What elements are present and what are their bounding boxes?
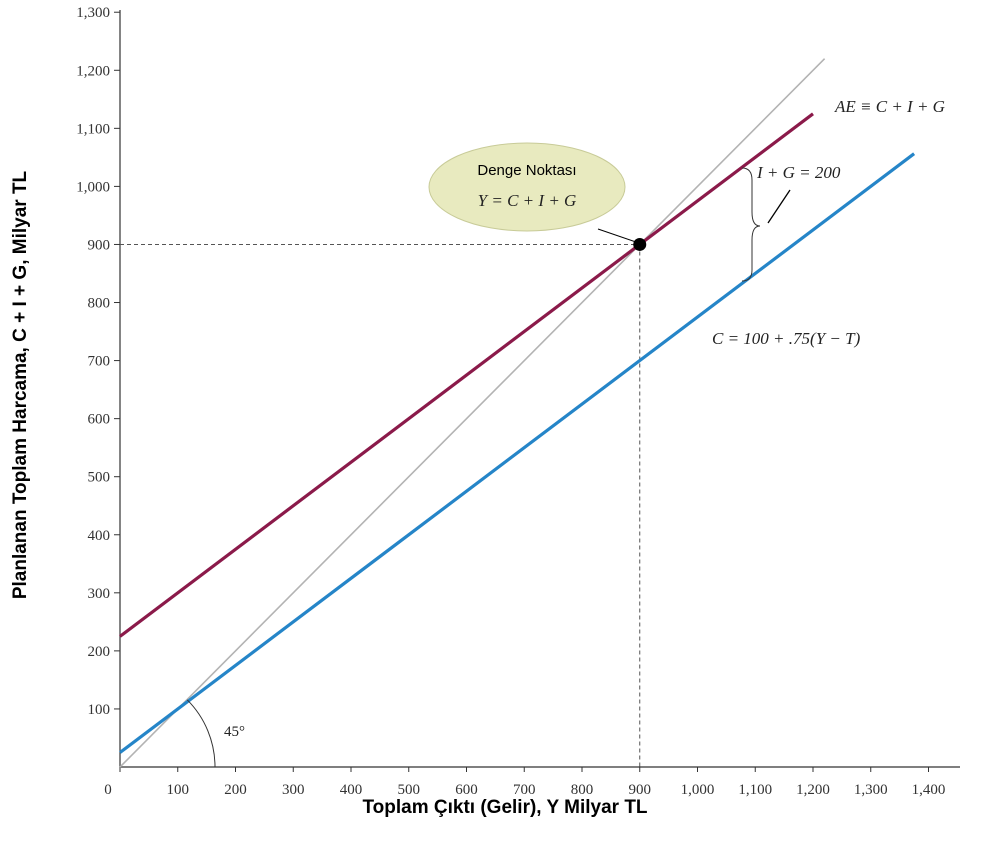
x-tick-label: 0 xyxy=(104,782,112,798)
ig-brace-path xyxy=(741,167,761,282)
y-tick-label: 100 xyxy=(88,702,111,718)
y-tick-label: 900 xyxy=(88,237,111,253)
y-axis-title: Planlanan Toplam Harcama, C + I + G, Mil… xyxy=(10,170,31,599)
y-ticks: 100 200 300 400 500 600 700 800 900 1,000 1,100 1,2… xyxy=(76,5,120,718)
y-tick-label: 700 xyxy=(88,354,111,370)
y-tick-label: 300 xyxy=(88,586,111,602)
x-tick-label: 700 xyxy=(513,782,536,798)
ig-label: I + G = 200 xyxy=(756,163,841,182)
x-axis-title: Toplam Çıktı (Gelir), Y Milyar TL xyxy=(362,797,647,818)
x-tick-label: 200 xyxy=(224,782,247,798)
x-tick-label: 900 xyxy=(629,782,652,798)
x-tick-label: 1,300 xyxy=(854,782,888,798)
y-tick-label: 600 xyxy=(88,412,111,428)
x-tick-label: 1,400 xyxy=(912,782,946,798)
bubble-title: Denge Noktası xyxy=(477,162,576,179)
x-ticks: 0 100 200 300 400 500 600 700 800 900 1,000 1,100 1,… xyxy=(104,767,945,798)
series-lines xyxy=(119,58,916,768)
equilibrium-guides xyxy=(120,243,641,767)
bubble-pointer xyxy=(597,228,637,243)
x-tick-label: 800 xyxy=(571,782,594,798)
y-tick-label: 400 xyxy=(88,528,111,544)
ae-line xyxy=(119,112,814,638)
x-tick-label: 1,200 xyxy=(796,782,830,798)
ig-brace xyxy=(741,167,791,282)
ig-leader xyxy=(767,189,791,224)
equilibrium-bubble: Denge Noktası Y = C + I + G xyxy=(428,142,637,243)
c-label: C = 100 + .75(Y − T) xyxy=(712,329,861,348)
y-tick-label: 1,100 xyxy=(76,121,110,137)
y-tick-label: 1,000 xyxy=(76,179,110,195)
y-tick-label: 1,200 xyxy=(76,63,110,79)
x-tick-label: 300 xyxy=(282,782,305,798)
x-tick-label: 400 xyxy=(340,782,363,798)
y-tick-label: 500 xyxy=(88,470,111,486)
angle-45-arc xyxy=(186,699,216,768)
x-tick-label: 1,100 xyxy=(738,782,772,798)
x-tick-label: 600 xyxy=(455,782,478,798)
axes xyxy=(119,10,960,768)
ae-label: AE ≡ C + I + G xyxy=(834,97,945,116)
y-tick-label: 1,300 xyxy=(76,5,110,21)
x-tick-label: 1,000 xyxy=(681,782,715,798)
y-tick-label: 800 xyxy=(88,296,111,312)
x-tick-label: 100 xyxy=(167,782,190,798)
forty-five-degree-line xyxy=(119,58,826,768)
equilibrium-point xyxy=(633,237,647,251)
consumption-line xyxy=(119,152,916,754)
angle-45-label: 45° xyxy=(224,724,245,740)
y-tick-label: 200 xyxy=(88,644,111,660)
bubble-equation: Y = C + I + G xyxy=(478,191,577,210)
bubble-ellipse xyxy=(428,142,626,232)
x-tick-label: 500 xyxy=(398,782,421,798)
